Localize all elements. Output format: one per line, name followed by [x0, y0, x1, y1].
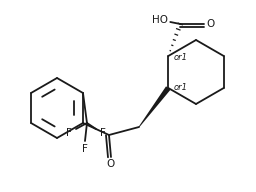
Text: HO: HO — [152, 15, 168, 25]
Text: O: O — [206, 19, 215, 29]
Text: or1: or1 — [173, 54, 187, 63]
Polygon shape — [139, 86, 170, 127]
Text: or1: or1 — [173, 83, 187, 92]
Text: O: O — [107, 159, 115, 169]
Text: F: F — [82, 144, 88, 154]
Text: F: F — [66, 128, 72, 138]
Text: F: F — [100, 128, 106, 138]
